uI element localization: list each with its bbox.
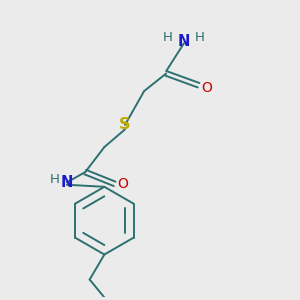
Text: N: N (61, 175, 73, 190)
Text: N: N (178, 34, 190, 49)
Text: H: H (50, 173, 59, 186)
Text: H: H (163, 31, 172, 44)
Text: H: H (195, 31, 205, 44)
Text: S: S (119, 118, 131, 133)
Text: O: O (118, 177, 128, 191)
Text: O: O (201, 81, 212, 94)
